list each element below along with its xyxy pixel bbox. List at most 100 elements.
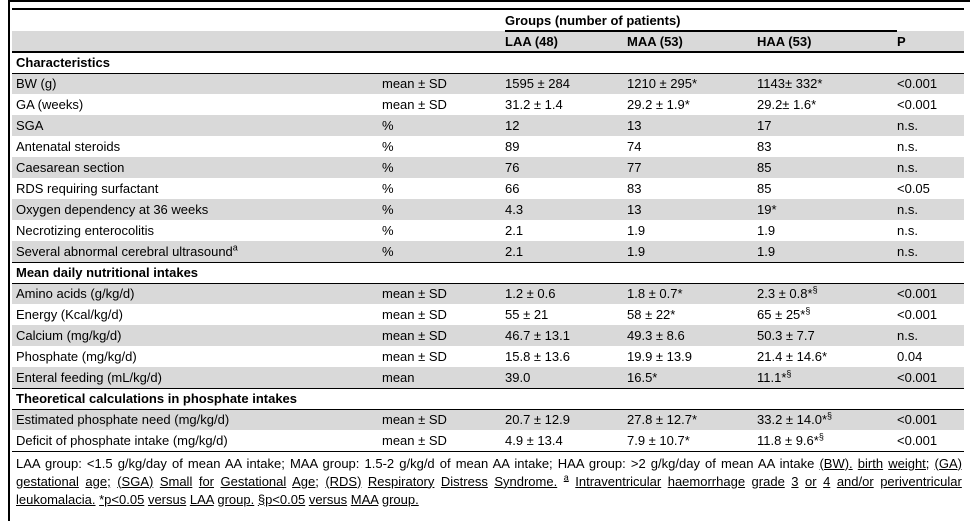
footnote-underlined-word: Distress [440,473,488,489]
cell-p: <0.001 [897,97,938,112]
footnote-underlined-word: LAA [189,491,214,507]
cell-maa: 77 [627,157,757,178]
cell-p: <0.05 [897,181,930,196]
footnote-underlined-word: Small [159,473,193,489]
cell-p: n.s. [897,157,964,178]
table-row: Calcium (mg/kg/d) mean ± SD 46.7 ± 13.1 49.… [12,325,964,346]
cell-laa: 39.0 [505,367,627,388]
footnote-underlined-word: group. [217,491,255,507]
footnote-underlined-word: 4 [823,473,831,489]
cell-stat: % [382,139,394,154]
cell-stat: mean ± SD [382,283,505,304]
cell-laa: 2.1 [505,241,627,262]
data-table: Groups (number of patients) LAA (48) MAA… [12,8,964,452]
cell-p: <0.001 [897,430,964,452]
cell-haa: 17 [757,115,897,136]
table-row: RDS requiring surfactant% 66 83 85 <0.05 [12,178,964,199]
cell-laa: 20.7 ± 12.9 [505,409,627,430]
footnote-underlined-word: leukomalacia. [16,491,96,507]
table-row: Oxygen dependency at 36 weeks% 4.3 13 19* n.… [12,199,964,220]
cell-haa: 33.2 ± 14.0*§ [757,409,897,430]
col-header-haa: HAA (53) [757,31,897,53]
row-label: Estimated phosphate need (mg/kg/d) [12,409,382,430]
row-label: Enteral feeding (mL/kg/d) [12,367,382,388]
cell-p: n.s. [897,115,964,136]
footnote-underlined-word: (GA) [934,455,962,471]
cell-stat: mean ± SD [382,97,447,112]
footnote-underlined-word: birth [857,455,884,471]
group-header-spacer-right [897,9,964,31]
cell-haa: 1.9 [757,241,897,262]
cell-haa: 11.1*§ [757,367,897,388]
cell-haa: 1143± 332* [757,73,897,94]
footnote-underlined-word: 3 [791,473,799,489]
footnote-underlined-word: grade [751,473,785,489]
cell-laa: 66 [505,181,520,196]
row-label: Several abnormal cerebral ultrasounda [12,241,382,262]
cell-maa: 29.2 ± 1.9* [627,97,690,112]
table-row: Antenatal steroids% 89 74 83 n.s. [12,136,964,157]
footnote-underlined-word: versus [308,491,348,507]
table-row: BW (g) mean ± SD 1595 ± 284 1210 ± 295* 1143… [12,73,964,94]
footnote-underlined-word: gestational [16,473,79,489]
cell-laa: 1.2 ± 0.6 [505,283,627,304]
cell-stat: mean ± SD [382,430,505,452]
row-label: Caesarean section [12,157,382,178]
footnote-underlined-word: (SGA) [117,473,154,489]
section-header-row: Characteristics [12,51,964,74]
footnote-underlined-word: and/or [836,473,874,489]
footnote-underlined-word: haemorrhage [667,473,746,489]
cell-haa: 83 [757,139,772,154]
table-body: Characteristics BW (g) mean ± SD 1595 ± 284… [12,51,964,452]
col-header-laa: LAA (48) [505,31,627,53]
cell-p: 0.04 [897,349,923,364]
col-header-characteristic [12,31,382,53]
cell-p: n.s. [897,241,964,262]
cell-stat: % [382,115,505,136]
cell-haa: 85 [757,181,772,196]
cell-maa: 19.9 ± 13.9 [627,349,692,364]
footnote-underlined-word: Intraventricular [575,473,662,489]
table-row: Energy (Kcal/kg/d) mean ± SD 55 ± 21 58 ± 2… [12,304,964,325]
row-label: BW (g) [12,73,382,94]
footnote-underlined-word: *p<0.05 [99,491,145,507]
footnote-underlined-word: or [805,473,817,489]
footnote-underlined-word: Gestational [220,473,287,489]
cell-laa: 4.9 ± 13.4 [505,430,627,452]
cell-stat: % [382,223,394,238]
table-row: SGA% 12 13 17 n.s. [12,115,964,136]
cell-p: <0.001 [897,307,938,322]
cell-laa: 55 ± 21 [505,307,549,322]
row-label: Amino acids (g/kg/d) [12,283,382,304]
cell-laa: 31.2 ± 1.4 [505,97,563,112]
footnote-underlined-word: (RDS) [325,473,362,489]
cell-maa: 13 [627,115,757,136]
cell-stat: % [382,157,505,178]
col-header-p: P [897,31,964,53]
table-row: GA (weeks) mean ± SD 31.2 ± 1.4 29.2 ± 1.9*… [12,94,964,115]
row-label: Energy (Kcal/kg/d) [16,307,123,322]
cell-haa: 1.9 [757,223,776,238]
section-title: Theoretical calculations in phosphate in… [12,387,964,410]
footnote-underlined-word: for [198,473,215,489]
cell-stat: mean [382,367,505,388]
cell-laa: 46.7 ± 13.1 [505,325,627,346]
cell-maa: 1210 ± 295* [627,73,757,94]
cell-laa: 89 [505,139,520,154]
cell-haa: 50.3 ± 7.7 [757,325,897,346]
cell-haa: 85 [757,157,897,178]
section-title: Mean daily nutritional intakes [12,261,964,284]
row-label: RDS requiring surfactant [16,181,159,196]
table-row: Enteral feeding (mL/kg/d) mean 39.0 16.5* 11… [12,367,964,388]
footnote-underlined-word: (BW). [819,455,853,471]
cell-maa: 74 [627,139,642,154]
footnote-underlined-word: periventricular [880,473,962,489]
cell-haa: 29.2± 1.6* [757,97,817,112]
cell-stat: mean ± SD [382,73,505,94]
section-title: Characteristics [12,51,964,74]
cell-maa: 49.3 ± 8.6 [627,325,757,346]
section-header-row: Mean daily nutritional intakes [12,261,964,284]
table-row: Deficit of phosphate intake (mg/kg/d) mea… [12,430,964,452]
cell-haa: 11.8 ± 9.6*§ [757,430,897,452]
column-header-row: LAA (48) MAA (53) HAA (53) P [12,31,964,53]
